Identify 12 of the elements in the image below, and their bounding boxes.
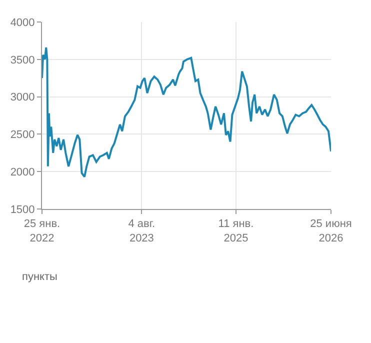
y-tick-label: 3000 bbox=[10, 92, 35, 104]
text: пункты bbox=[22, 271, 58, 283]
x-tick-label: 25 янв. 2022 bbox=[24, 218, 60, 244]
y-tick-label: 1500 bbox=[10, 204, 35, 216]
y-tick-label: 2500 bbox=[10, 129, 35, 142]
line-series bbox=[42, 46, 331, 178]
y-tick-label: 2000 bbox=[10, 166, 35, 178]
x-tick-label: 4 авг. 2023 bbox=[128, 218, 156, 244]
y-tick-label: 3500 bbox=[10, 54, 35, 66]
x-tick-label: 25 июня 2026 bbox=[310, 218, 352, 244]
y-tick-label: 4000 bbox=[10, 16, 35, 29]
x-tick-label: 11 янв. 2025 bbox=[218, 218, 254, 244]
